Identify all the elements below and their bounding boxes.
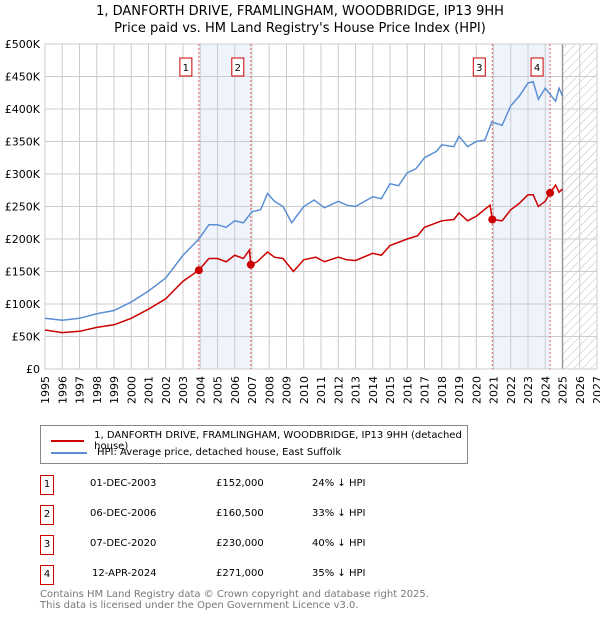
hpi-line: [44, 80, 564, 322]
sale-number: 3: [40, 535, 54, 555]
y-tick-label: £400K: [5, 103, 41, 116]
x-tick-label: 2014: [367, 376, 380, 404]
sale-price: £160,500: [216, 508, 264, 519]
legend-item-hpi: HPI: Average price, detached house, East…: [51, 447, 341, 458]
plot-area: 1995 1996 1997 1998 1999 2000 2001 2002 2003 2004…: [5, 38, 600, 404]
sale-label: 3: [476, 63, 482, 74]
sale-date: 12-APR-2024: [92, 568, 157, 579]
x-tick-label: 2022: [505, 376, 518, 404]
legend-item-property: 1, DANFORTH DRIVE, FRAMLINGHAM, WOODBRID…: [51, 430, 467, 452]
sale-price: £152,000: [216, 478, 264, 489]
x-tick-label: 2001: [143, 376, 156, 404]
x-tick-label: 2004: [194, 376, 207, 404]
legend-swatch-red: [51, 440, 85, 442]
chart-subtitle: Price paid vs. HM Land Registry's House …: [114, 21, 486, 36]
sale-date: 01-DEC-2003: [90, 478, 157, 489]
x-tick-label: 2017: [419, 376, 432, 404]
sale-number: 4: [40, 565, 54, 585]
sale-label-box: [472, 57, 486, 77]
x-tick-label: 2021: [488, 376, 501, 404]
x-tick-label: 2024: [539, 376, 552, 404]
y-tick-label: £300K: [5, 168, 41, 181]
y-tick-label: £50K: [12, 331, 41, 344]
legend-label: 1, DANFORTH DRIVE, FRAMLINGHAM, WOODBRID…: [94, 430, 462, 452]
sale-date: 07-DEC-2020: [90, 538, 157, 549]
x-tick-label: 2026: [574, 376, 587, 404]
property-price-line: [44, 183, 564, 334]
y-tick-label: £100K: [5, 298, 41, 311]
sale-label: 2: [235, 63, 241, 74]
footer-line-2: This data is licensed under the Open Gov…: [40, 600, 359, 611]
legend-swatch-blue: [51, 451, 87, 454]
y-tick-label: £500K: [5, 38, 41, 51]
x-tick-label: 2015: [384, 376, 397, 404]
x-tick-label: 2005: [212, 376, 225, 404]
x-tick-label: 2003: [177, 376, 190, 404]
x-tick-label: 2011: [315, 376, 328, 404]
x-tick-label: 2002: [160, 376, 173, 404]
x-tick-label: 2023: [522, 376, 535, 404]
sale-point: [546, 188, 555, 197]
x-tick-label: 1999: [108, 376, 121, 404]
x-tick-label: 2009: [281, 376, 294, 404]
chart-title: 1, DANFORTH DRIVE, FRAMLINGHAM, WOODBRID…: [96, 4, 504, 19]
x-tick-label: 2027: [591, 376, 600, 404]
sale-label: 4: [534, 63, 540, 74]
x-tick-label: 2013: [350, 376, 363, 404]
sale-hpi-diff: 40% ↓ HPI: [312, 538, 366, 549]
sale-point: [194, 266, 203, 275]
x-tick-label: 1995: [39, 376, 52, 404]
sale-date: 06-DEC-2006: [90, 508, 157, 519]
x-tick-label: 2019: [453, 376, 466, 404]
sale-price: £271,000: [216, 568, 264, 579]
sale-point: [246, 260, 255, 269]
sale-hpi-diff: 33% ↓ HPI: [312, 508, 366, 519]
x-tick-label: 2007: [246, 376, 259, 404]
sale-number: 2: [40, 505, 54, 525]
y-tick-label: £450K: [5, 71, 41, 84]
sale-hpi-diff: 35% ↓ HPI: [312, 568, 366, 579]
y-tick-label: £0: [26, 363, 40, 376]
x-tick-label: 2016: [401, 376, 414, 404]
x-tick-label: 1998: [91, 376, 104, 404]
x-tick-label: 2010: [298, 376, 311, 404]
x-tick-label: 2020: [470, 376, 483, 404]
sale-price: £230,000: [216, 538, 264, 549]
x-tick-label: 2006: [229, 376, 242, 404]
sale-point: [488, 215, 497, 224]
y-tick-label: £200K: [5, 233, 41, 246]
y-tick-label: £350K: [5, 136, 41, 149]
sale-number: 1: [40, 475, 54, 495]
legend: 1, DANFORTH DRIVE, FRAMLINGHAM, WOODBRID…: [40, 425, 468, 464]
x-tick-label: 2018: [436, 376, 449, 404]
sale-label-box: [179, 57, 193, 77]
sale-label-box: [231, 57, 245, 77]
x-tick-label: 1996: [56, 376, 69, 404]
sale-label: 1: [183, 63, 189, 74]
x-tick-label: 2008: [263, 376, 276, 404]
y-tick-label: £250K: [5, 201, 41, 214]
sale-label-box: [530, 57, 544, 77]
y-tick-label: £150K: [5, 266, 41, 279]
plot-border: [44, 43, 598, 370]
x-tick-label: 1997: [74, 376, 87, 404]
x-tick-label: 2025: [557, 376, 570, 404]
footer-line-1: Contains HM Land Registry data © Crown c…: [40, 589, 429, 600]
x-tick-label: 2012: [332, 376, 345, 404]
legend-label: HPI: Average price, detached house, East…: [97, 447, 342, 458]
sale-hpi-diff: 24% ↓ HPI: [312, 478, 366, 489]
x-tick-label: 2000: [125, 376, 138, 404]
